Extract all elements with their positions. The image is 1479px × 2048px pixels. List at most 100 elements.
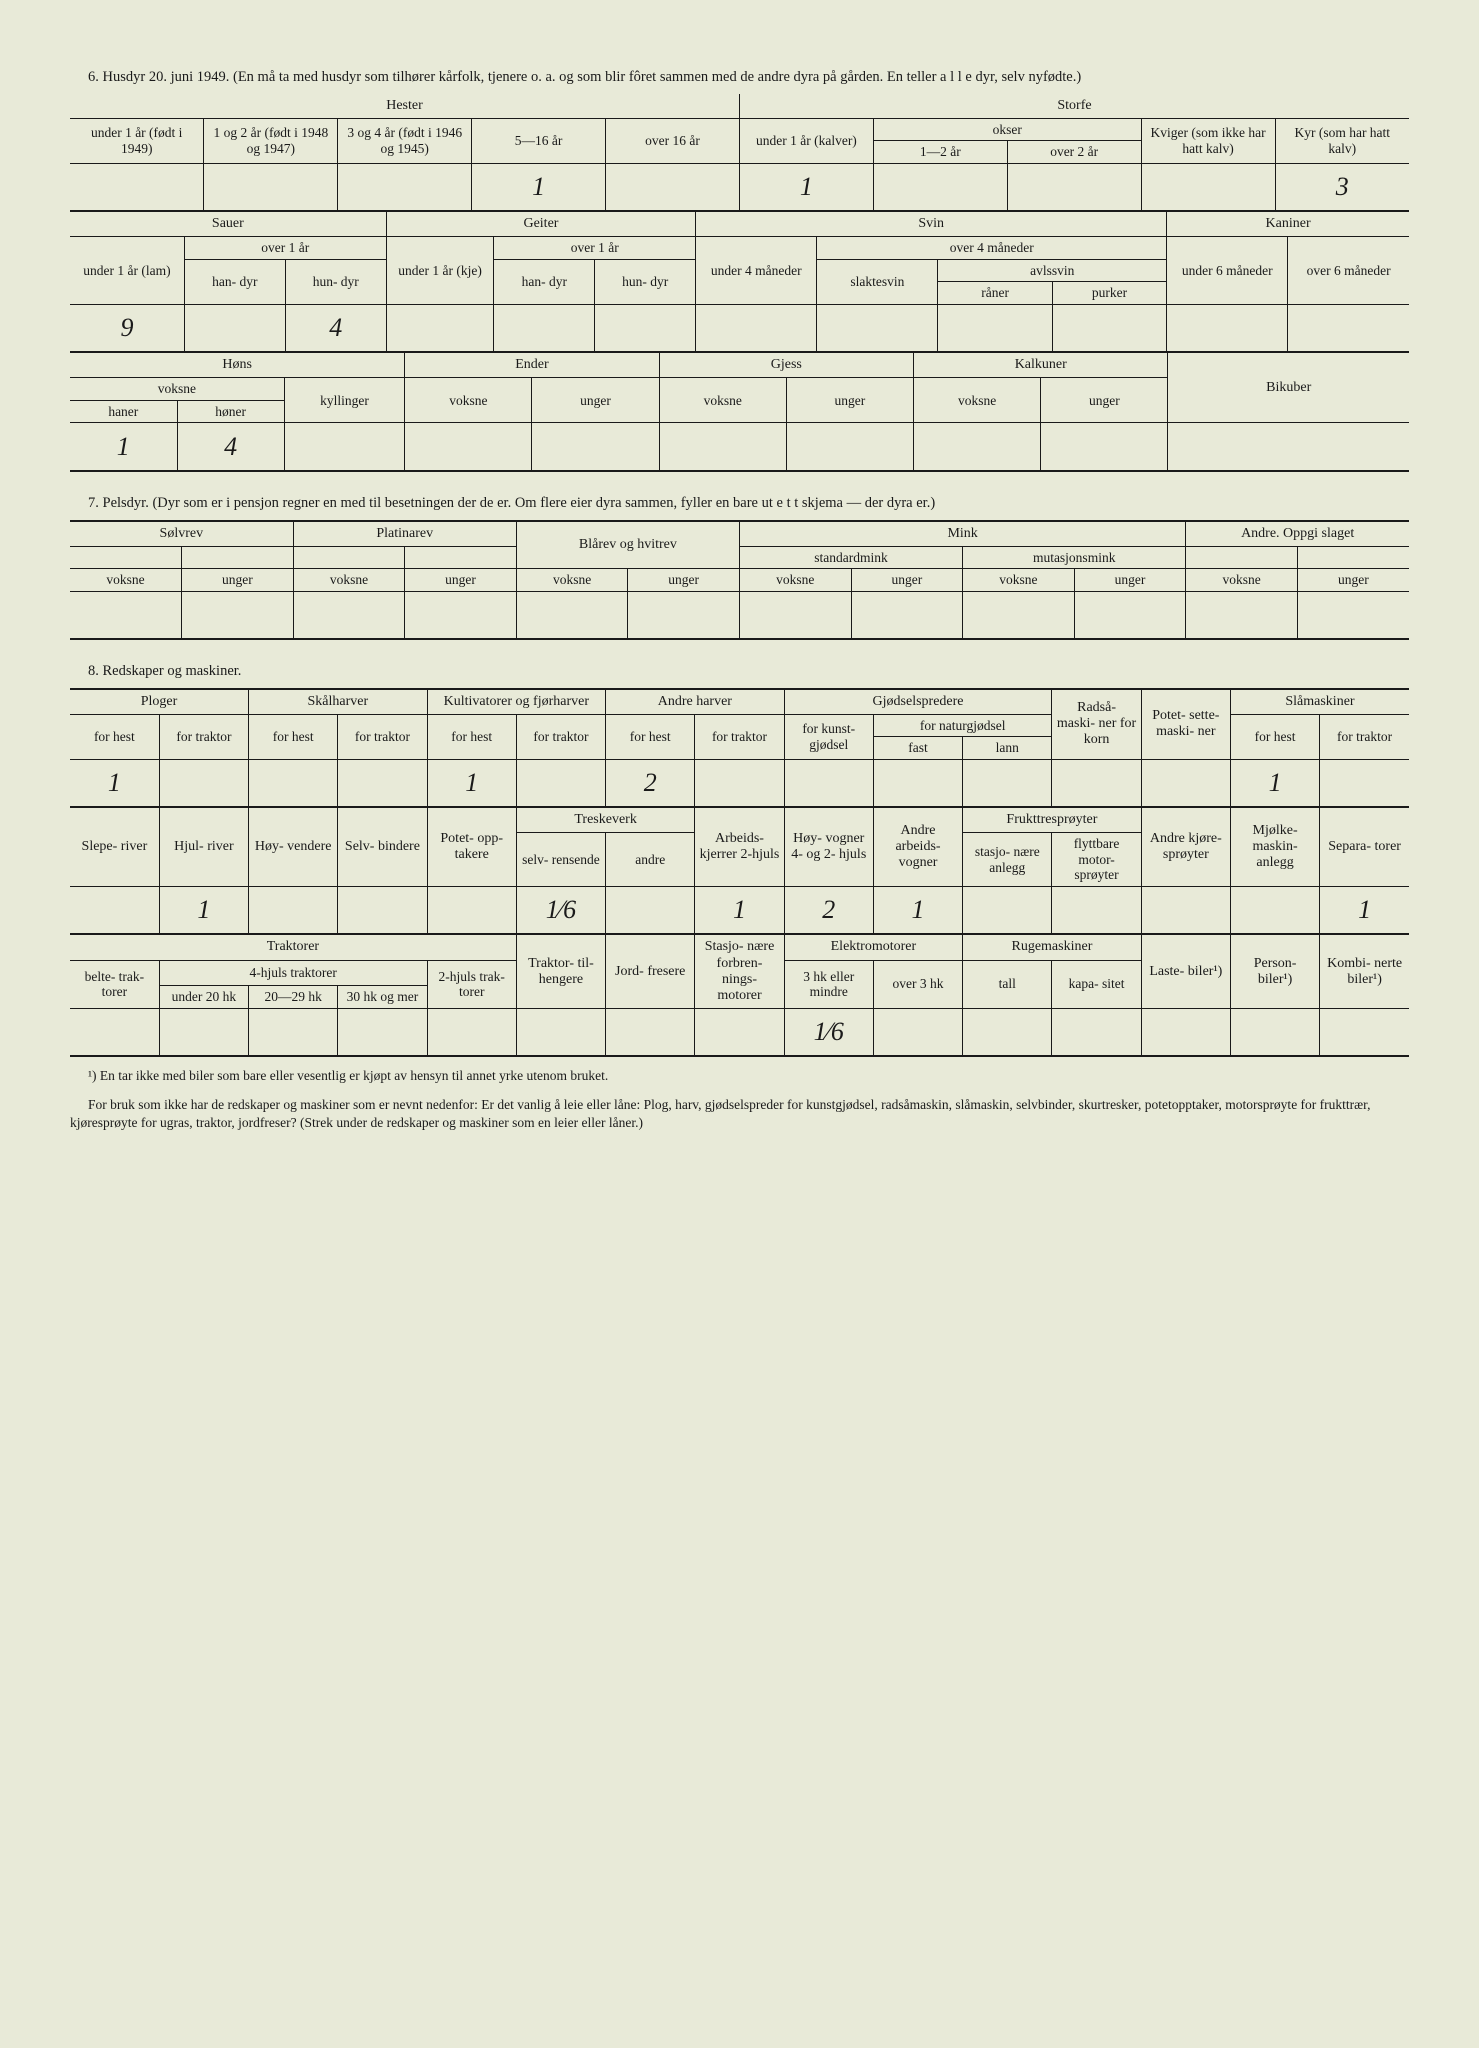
cell bbox=[1074, 591, 1186, 639]
col: 3 og 4 år (født i 1946 og 1945) bbox=[338, 118, 472, 163]
col: han- dyr bbox=[184, 259, 285, 304]
col: Andre arbeids- vogner bbox=[873, 808, 962, 886]
col: Gjødselspredere bbox=[784, 689, 1052, 715]
cell: 4 bbox=[177, 423, 284, 471]
col: Andre. Oppgi slaget bbox=[1186, 521, 1409, 547]
col: 1 og 2 år (født i 1948 og 1947) bbox=[204, 118, 338, 163]
cell bbox=[963, 886, 1052, 934]
col: hun- dyr bbox=[595, 259, 696, 304]
section-8-title: 8. Redskaper og maskiner. bbox=[70, 662, 1409, 682]
col: Sølvrev bbox=[70, 521, 293, 547]
col: avlssvin bbox=[938, 259, 1167, 282]
col: unger bbox=[532, 378, 659, 423]
cell: 1 bbox=[427, 759, 516, 807]
cell bbox=[606, 886, 695, 934]
col: Sauer bbox=[70, 212, 386, 237]
cell: 1 bbox=[1320, 886, 1409, 934]
col: Høy- vendere bbox=[249, 808, 338, 886]
cell bbox=[182, 591, 294, 639]
col: Høy- vogner 4- og 2- hjuls bbox=[784, 808, 873, 886]
col: belte- trak- torer bbox=[70, 960, 159, 1008]
col: for traktor bbox=[695, 714, 784, 759]
col: unger bbox=[405, 569, 517, 592]
col: for hest bbox=[249, 714, 338, 759]
col: voksne bbox=[405, 378, 532, 423]
cell bbox=[784, 759, 873, 807]
cell bbox=[1168, 423, 1409, 471]
col: over 3 hk bbox=[873, 960, 962, 1008]
table-sauer-geiter-svin-kaniner: Sauer Geiter Svin Kaniner under 1 år (la… bbox=[70, 212, 1409, 353]
table-hester-storfe: Hester Storfe under 1 år (født i 1949) 1… bbox=[70, 94, 1409, 213]
cell bbox=[70, 163, 204, 211]
col: selv- rensende bbox=[516, 833, 605, 887]
col: unger bbox=[786, 378, 913, 423]
cell bbox=[696, 304, 817, 352]
cell bbox=[338, 759, 427, 807]
cell bbox=[516, 759, 605, 807]
col: over 16 år bbox=[606, 118, 740, 163]
col: voksne bbox=[516, 569, 628, 592]
col: Arbeids- kjerrer 2-hjuls bbox=[695, 808, 784, 886]
cell bbox=[1141, 1008, 1230, 1056]
col: Selv- bindere bbox=[338, 808, 427, 886]
col: for hest bbox=[1230, 714, 1319, 759]
col: voksne bbox=[659, 378, 786, 423]
cell: 1 bbox=[739, 163, 873, 211]
col: Frukttresprøyter bbox=[963, 808, 1142, 833]
cell bbox=[70, 591, 182, 639]
col: voksne bbox=[70, 569, 182, 592]
cell bbox=[914, 423, 1041, 471]
cell bbox=[405, 423, 532, 471]
cell bbox=[963, 1008, 1052, 1056]
cell: 1 bbox=[159, 886, 248, 934]
col: Andre kjøre- sprøyter bbox=[1141, 808, 1230, 886]
cell: 1 bbox=[873, 886, 962, 934]
cell bbox=[204, 163, 338, 211]
col: Elektromotorer bbox=[784, 935, 963, 960]
cell bbox=[851, 591, 963, 639]
col: under 1 år (født i 1949) bbox=[70, 118, 204, 163]
col: for hest bbox=[427, 714, 516, 759]
cell bbox=[405, 591, 517, 639]
col: Mink bbox=[739, 521, 1185, 547]
col: 3 hk eller mindre bbox=[784, 960, 873, 1008]
col: Andre harver bbox=[606, 689, 785, 715]
col: voksne bbox=[293, 569, 405, 592]
col: unger bbox=[851, 569, 963, 592]
cell bbox=[659, 423, 786, 471]
col: Traktorer bbox=[70, 935, 516, 960]
col: Potet- sette- maski- ner bbox=[1141, 689, 1230, 760]
cell bbox=[338, 163, 472, 211]
table-redskaper-c: Traktorer Traktor- til- hengere Jord- fr… bbox=[70, 935, 1409, 1057]
col: Mjølke- maskin- anlegg bbox=[1230, 808, 1319, 886]
cell bbox=[1141, 759, 1230, 807]
cell bbox=[386, 304, 494, 352]
col: Ender bbox=[405, 353, 659, 378]
col: haner bbox=[70, 400, 177, 423]
cell bbox=[427, 886, 516, 934]
cell bbox=[786, 423, 913, 471]
col: standardmink bbox=[739, 546, 962, 569]
col: kapa- sitet bbox=[1052, 960, 1141, 1008]
col: for kunst- gjødsel bbox=[784, 714, 873, 759]
col: Potet- opp- takere bbox=[427, 808, 516, 886]
col: Laste- biler¹) bbox=[1141, 935, 1230, 1008]
col: over 4 måneder bbox=[817, 237, 1167, 260]
col: hun- dyr bbox=[285, 259, 386, 304]
col: unger bbox=[1297, 569, 1409, 592]
table-hons-ender-gjess: Høns Ender Gjess Kalkuner Bikuber voksne… bbox=[70, 353, 1409, 472]
cell bbox=[873, 759, 962, 807]
col: Stasjo- nære forbren- nings- motorer bbox=[695, 935, 784, 1008]
cell bbox=[516, 1008, 605, 1056]
col: fast bbox=[873, 737, 962, 760]
cell bbox=[1141, 886, 1230, 934]
col: under 1 år (kalver) bbox=[739, 118, 873, 163]
cell bbox=[1141, 163, 1275, 211]
footnote-2: For bruk som ikke har de redskaper og ma… bbox=[70, 1096, 1409, 1132]
col: Kalkuner bbox=[914, 353, 1168, 378]
col: voksne bbox=[963, 569, 1075, 592]
col: Kaniner bbox=[1167, 212, 1409, 237]
cell bbox=[1230, 1008, 1319, 1056]
cell: 3 bbox=[1275, 163, 1409, 211]
col: over 2 år bbox=[1007, 141, 1141, 164]
